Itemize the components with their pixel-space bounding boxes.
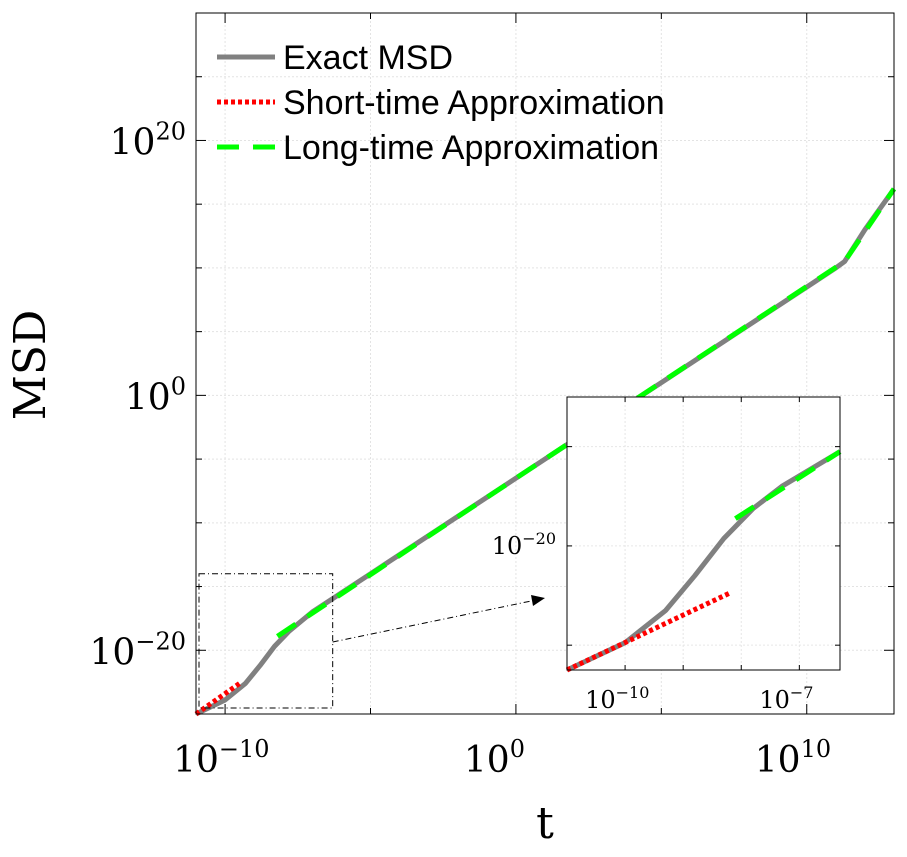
inset-frame bbox=[566, 396, 841, 671]
x-axis-label: t bbox=[536, 798, 554, 849]
zoom-indicator bbox=[198, 573, 545, 709]
y-tick-labels: 10−20 100 1020 bbox=[90, 117, 186, 673]
legend-label-exact-msd: Exact MSD bbox=[283, 39, 453, 77]
y-tick-label: 100 bbox=[125, 372, 186, 418]
inset-tick-labels: 10−10 10−7 10−20 bbox=[492, 529, 814, 714]
inset-series-line-short-time-approximation bbox=[565, 590, 731, 673]
inset-grid bbox=[567, 397, 840, 670]
x-tick-label: 100 bbox=[464, 735, 525, 781]
x-tick-label: 1010 bbox=[755, 735, 831, 781]
inset-series-line-long-time-approximation bbox=[734, 449, 842, 521]
inset-x-tick-label: 10−10 bbox=[585, 683, 649, 714]
zoom-region-box bbox=[198, 573, 334, 709]
inset-series bbox=[565, 449, 842, 673]
series-line-long-time-approximation bbox=[276, 187, 897, 639]
x-tick-label: 10−10 bbox=[173, 735, 269, 781]
zoom-arrow-head bbox=[531, 595, 545, 606]
series-line-short-time-approximation bbox=[194, 681, 242, 717]
zoom-arrow-line bbox=[332, 599, 537, 643]
inset-y-tick-label: 10−20 bbox=[492, 529, 556, 560]
y-axis-label: MSD bbox=[5, 310, 56, 420]
legend: Exact MSD Short-time Approximation Long-… bbox=[217, 39, 665, 167]
legend-label-short-time: Short-time Approximation bbox=[283, 84, 665, 122]
legend-label-long-time: Long-time Approximation bbox=[283, 129, 659, 167]
inset-x-tick-label: 10−7 bbox=[759, 683, 813, 714]
y-tick-label: 10−20 bbox=[90, 627, 186, 673]
x-tick-labels: 10−10 100 1010 bbox=[173, 735, 831, 781]
main-axis-ticks bbox=[196, 13, 894, 714]
plot-area-frame bbox=[195, 12, 895, 715]
main-series bbox=[194, 187, 897, 717]
y-tick-label: 1020 bbox=[110, 117, 186, 163]
inset-background bbox=[567, 397, 840, 670]
inset-axis-ticks bbox=[567, 397, 840, 670]
